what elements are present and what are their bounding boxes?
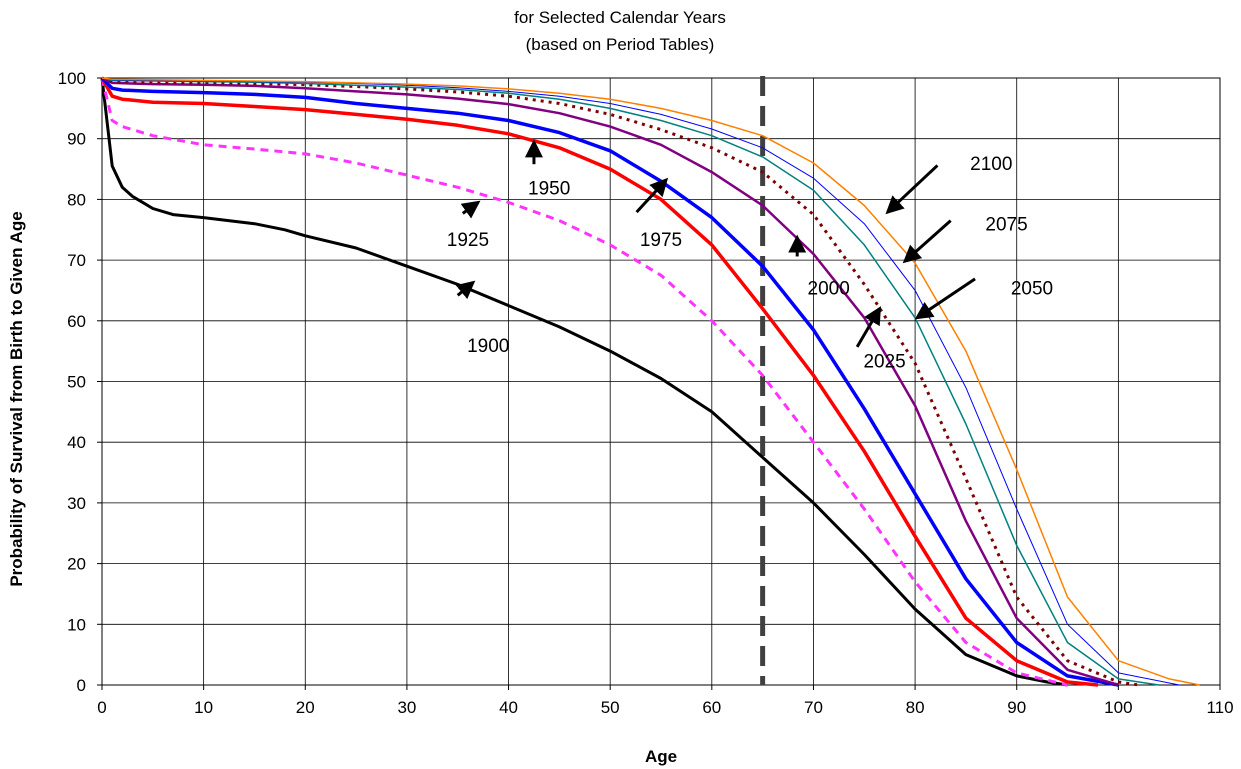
annotation-label-2050: 2050 [1011, 278, 1053, 299]
annotation-arrow-2025 [855, 306, 882, 348]
x-tick-label: 90 [1007, 698, 1026, 717]
x-axis-label: Age [645, 747, 677, 766]
x-tick-label: 10 [194, 698, 213, 717]
x-tick-label: 100 [1104, 698, 1132, 717]
grid [101, 77, 1221, 686]
series-line-1925 [100, 77, 1068, 687]
x-tick-label: 50 [601, 698, 620, 717]
annotation-label-1975: 1975 [640, 230, 682, 251]
series-line-2000 [101, 76, 1119, 687]
series-line-2100 [101, 77, 1200, 686]
annotation-label-2000: 2000 [808, 278, 850, 299]
annotation-arrow-2100 [885, 164, 939, 215]
annotation-label-1925: 1925 [447, 230, 489, 251]
y-tick-label: 40 [67, 433, 86, 452]
annotation-label-1950: 1950 [528, 178, 570, 199]
annotation-label-2075: 2075 [985, 215, 1027, 236]
x-tick-label: 0 [97, 698, 106, 717]
annotation-arrow-2050 [914, 277, 976, 320]
y-tick-label: 100 [58, 69, 86, 88]
y-tick-label: 30 [67, 494, 86, 513]
x-tick-label: 80 [906, 698, 925, 717]
series-group [100, 76, 1200, 687]
y-tick-label: 50 [67, 373, 86, 392]
series-line-1975 [100, 76, 1119, 687]
chart-subtitle-line-1: for Selected Calendar Years [514, 8, 726, 27]
series-line-2050 [101, 77, 1160, 686]
annotation-arrow-2075 [902, 219, 952, 264]
y-axis-label: Probability of Survival from Birth to Gi… [7, 211, 26, 586]
y-tick-label: 80 [67, 190, 86, 209]
series-line-2025 [101, 76, 1139, 687]
y-tick-label: 70 [67, 251, 86, 270]
y-tick-label: 60 [67, 312, 86, 331]
y-tick-label: 90 [67, 130, 86, 149]
x-tick-label: 60 [702, 698, 721, 717]
x-tick-label: 30 [397, 698, 416, 717]
x-tick-label: 40 [499, 698, 518, 717]
annotation-arrow-1975 [635, 177, 669, 214]
annotation-arrow-1925 [460, 200, 481, 219]
y-tick-label: 0 [77, 676, 86, 695]
series-line-1950 [100, 77, 1099, 687]
annotation-label-2100: 2100 [970, 154, 1012, 175]
annotation-label-2025: 2025 [863, 351, 905, 372]
annotation-label-1900: 1900 [467, 336, 509, 357]
x-tick-label: 20 [296, 698, 315, 717]
ticks-group: 0 10 20 30 40 50 60 70 80 90 100 110 0 10 20 30 40 50 60 70… [58, 69, 1234, 717]
chart-subtitle-line-2: (based on Period Tables) [526, 35, 715, 54]
x-tick-label: 70 [804, 698, 823, 717]
y-tick-label: 20 [67, 555, 86, 574]
annotations-group: 1900 1925 1950 1975 2000 2025 2050 2075 2100 [447, 139, 1053, 372]
x-tick-label: 110 [1206, 698, 1233, 717]
y-tick-label: 10 [67, 615, 86, 634]
annotation-arrow-1900 [455, 280, 476, 300]
